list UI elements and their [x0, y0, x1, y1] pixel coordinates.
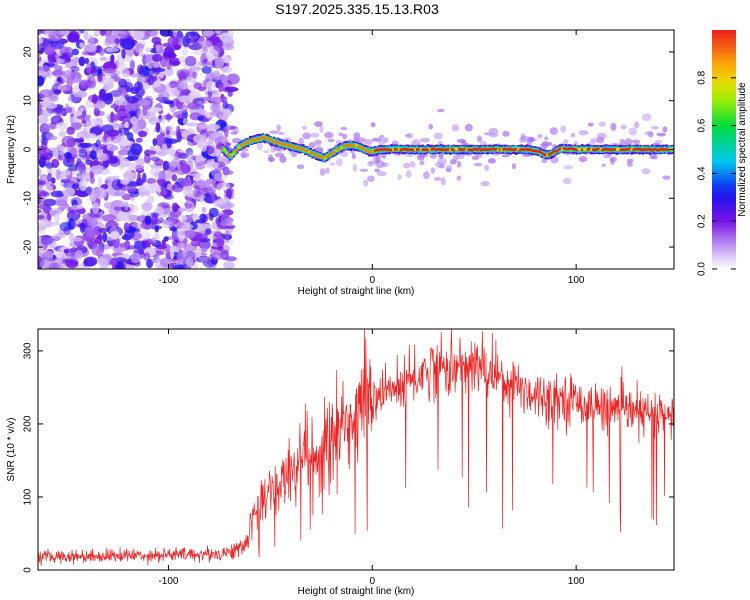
x-tick-label: 100 — [568, 576, 585, 587]
x-tick-label: 0 — [370, 576, 376, 587]
y-tick-label: 200 — [23, 415, 34, 432]
x-tick-label: -100 — [158, 576, 178, 587]
colorbar-tick-label: 0.0 — [697, 262, 708, 276]
colorbar-gradient — [712, 30, 736, 269]
colorbar: 0.0 0.2 0.4 0.6 0.8 Normalized spectral ampli… — [697, 30, 748, 276]
colorbar-tick-label: 0.2 — [697, 214, 708, 228]
y-tick-label: 10 — [23, 95, 34, 107]
x-tick-label: 0 — [370, 275, 376, 286]
y-tick-label: 0 — [23, 146, 34, 152]
colorbar-tick-label: 0.6 — [697, 118, 708, 132]
y-tick-label: 0 — [23, 567, 34, 573]
colorbar-label: Normalized spectral amplitude — [737, 82, 748, 217]
y-tick-label: 20 — [23, 46, 34, 58]
x-axis-label: Height of straight line (km) — [298, 286, 415, 297]
spectrogram-image — [38, 30, 674, 269]
y-axis-label: Frequency (Hz) — [6, 115, 17, 184]
y-tick-label: 300 — [23, 342, 34, 359]
colorbar-tick-label: 0.8 — [697, 70, 708, 84]
colorbar-tick-label: 0.4 — [697, 166, 708, 180]
snr-series-line — [38, 329, 674, 566]
x-tick-label: 100 — [568, 275, 585, 286]
y-tick-label: -20 — [23, 239, 34, 254]
y-axis-label: SNR (10 * v/v) — [6, 418, 17, 482]
y-tick-label: -10 — [23, 191, 34, 206]
chart-title: S197.2025.335.15.13.R03 — [275, 1, 439, 17]
y-tick-label: 100 — [23, 488, 34, 505]
snr-panel: -100 0 100 0 100 200 300 Height of straight lin… — [6, 328, 675, 597]
x-axis-label: Height of straight line (km) — [298, 586, 415, 597]
snr-frame — [37, 328, 675, 571]
x-tick-label: -100 — [158, 275, 178, 286]
